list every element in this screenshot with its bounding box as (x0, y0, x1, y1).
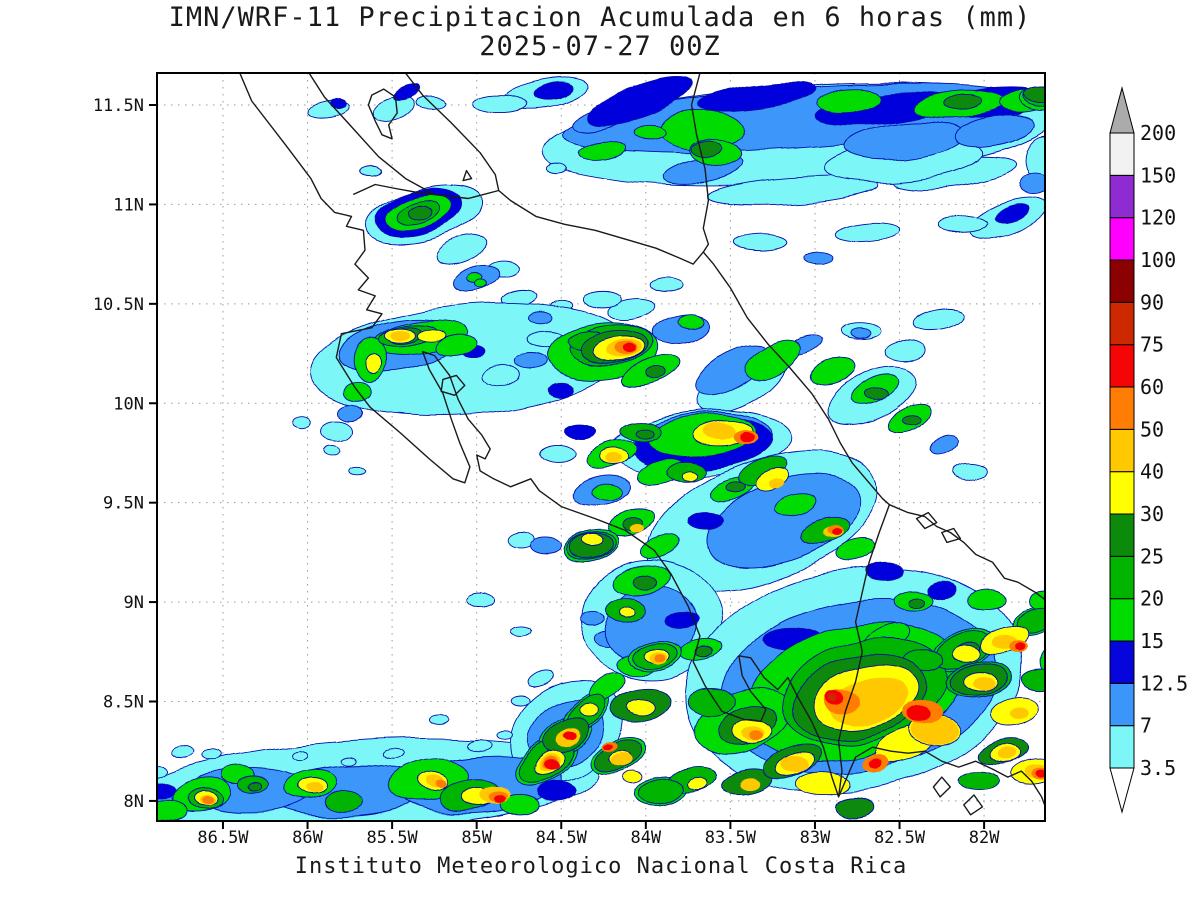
x-tick-label: 86.5W (197, 828, 249, 848)
colorbar-segment (1109, 555, 1135, 600)
colorbar-segment (1109, 428, 1135, 473)
colorbar-tick-label: 120 (1140, 206, 1176, 230)
map-frame (156, 72, 1046, 822)
colorbar-segment (1109, 217, 1135, 261)
colorbar-tick-label: 200 (1140, 121, 1176, 145)
colorbar-segment (1109, 132, 1135, 176)
y-tick-label: 11N (113, 195, 144, 215)
y-tick-label: 10.5N (93, 295, 144, 315)
colorbar-segment (1109, 598, 1135, 642)
y-tick-label: 11.5N (93, 96, 144, 116)
colorbar-tick-label: 100 (1140, 248, 1176, 272)
colorbar-tick-label: 90 (1140, 290, 1164, 314)
x-tick-label: 84W (630, 828, 661, 848)
y-tick-label: 10N (113, 394, 144, 414)
x-tick-label: 82.5W (874, 828, 926, 848)
x-tick-label: 83.5W (705, 828, 757, 848)
colorbar-tick-label: 75 (1140, 333, 1164, 357)
colorbar-segment (1109, 259, 1135, 303)
colorbar-segment (1109, 513, 1135, 557)
colorbar-segment (1109, 640, 1135, 684)
colorbar-segment (1109, 682, 1135, 727)
colorbar: 3.5 7 12.5 15 20 25 30 40 50 60 75 90 100 120 150 200 (1109, 86, 1188, 814)
y-tick-label: 9N (124, 593, 144, 613)
x-tick-label: 85.5W (367, 828, 419, 848)
colorbar-segment (1109, 174, 1135, 219)
page-subtitle: 2025-07-27 00Z (479, 31, 721, 62)
y-tick-label: 9.5N (103, 494, 144, 514)
colorbar-tick-label: 30 (1140, 502, 1164, 526)
colorbar-tick-label: 150 (1140, 163, 1176, 187)
colorbar-tick-label: 12.5 (1140, 671, 1188, 695)
colorbar-segment (1109, 725, 1135, 769)
colorbar-tick-label: 25 (1140, 544, 1164, 568)
colorbar-segment (1109, 386, 1135, 430)
colorbar-tick-label: 60 (1140, 375, 1164, 399)
precipitation-field (157, 76, 1045, 821)
x-tick-label: 85W (461, 828, 492, 848)
x-tick-label: 82W (969, 828, 1000, 848)
y-tick-label: 8.5N (103, 693, 144, 713)
colorbar-segment (1109, 344, 1135, 388)
colorbar-tick-label: 20 (1140, 587, 1164, 611)
x-tick-label: 86W (292, 828, 323, 848)
colorbar-tick-label: 50 (1140, 417, 1164, 441)
colorbar-tick-label: 7 (1140, 714, 1152, 738)
coastlines (239, 73, 1045, 816)
colorbar-tick-label: 40 (1140, 460, 1164, 484)
x-tick-label: 83W (800, 828, 831, 848)
colorbar-tick-label: 3.5 (1140, 756, 1176, 780)
colorbar-segment (1109, 301, 1135, 346)
colorbar-over-arrow (1109, 86, 1135, 134)
page-title: IMN/WRF-11 Precipitacion Acumulada en 6 … (168, 2, 1032, 33)
colorbar-segment (1109, 471, 1135, 515)
x-tick-label: 84.5W (536, 828, 588, 848)
footer-credit: Instituto Meteorologico Nacional Costa R… (294, 854, 908, 879)
colorbar-under-arrow (1109, 767, 1135, 814)
axes: 86.5W 86W 85.5W 85W 84.5W 84W 83.5W 83W 82.5W 82W… (93, 96, 1000, 848)
colorbar-tick-label: 15 (1140, 629, 1164, 653)
y-tick-label: 8N (124, 792, 144, 812)
